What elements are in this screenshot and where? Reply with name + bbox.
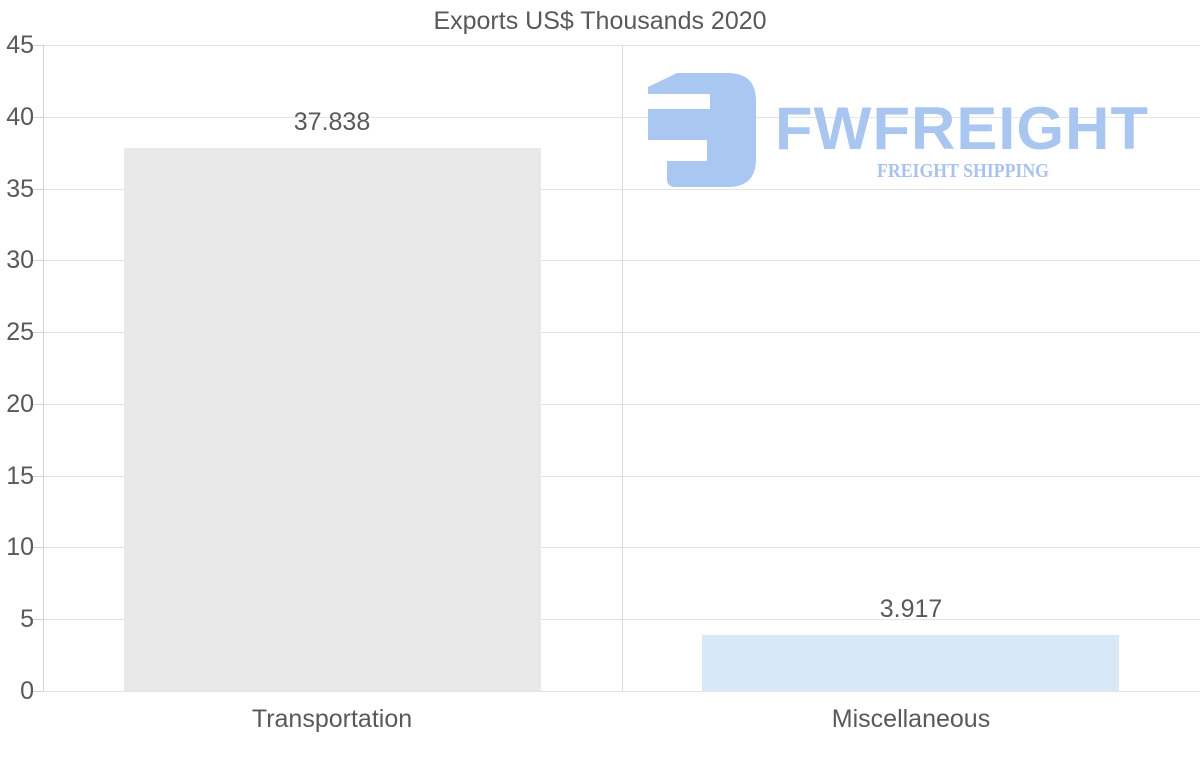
gridline bbox=[43, 189, 1200, 190]
y-tick-label: 25 bbox=[6, 318, 34, 346]
y-tick-label: 45 bbox=[6, 31, 34, 59]
brand-tagline: FREIGHT SHIPPING bbox=[877, 160, 1049, 182]
y-tick-label: 5 bbox=[20, 605, 34, 633]
gridline bbox=[43, 260, 1200, 261]
y-tick-label: 35 bbox=[6, 175, 34, 203]
y-tick-label: 15 bbox=[6, 462, 34, 490]
category-split-line bbox=[622, 45, 623, 691]
y-axis-tick bbox=[32, 117, 43, 118]
freight-box-logo-icon bbox=[648, 73, 756, 187]
x-category-label: Transportation bbox=[251, 705, 413, 733]
y-tick-label: 0 bbox=[20, 677, 34, 705]
y-axis-tick bbox=[32, 404, 43, 405]
y-tick-label: 20 bbox=[6, 390, 34, 418]
chart-title: Exports US$ Thousands 2020 bbox=[433, 7, 767, 35]
brand-wordmark: FWFREIGHT bbox=[775, 95, 1149, 162]
gridline bbox=[43, 45, 1200, 46]
y-axis-tick bbox=[32, 189, 43, 190]
brand-logo: FWFREIGHT FREIGHT SHIPPING bbox=[648, 73, 1149, 187]
y-axis-tick bbox=[32, 691, 43, 692]
bar bbox=[702, 635, 1119, 691]
bar-value-label: 37.838 bbox=[293, 108, 371, 136]
y-axis-tick bbox=[32, 476, 43, 477]
y-axis-line bbox=[43, 45, 44, 691]
y-tick-label: 40 bbox=[6, 103, 34, 131]
x-category-label: Miscellaneous bbox=[831, 705, 991, 733]
gridline bbox=[43, 476, 1200, 477]
gridline bbox=[43, 547, 1200, 548]
gridline bbox=[43, 404, 1200, 405]
y-axis-tick bbox=[32, 45, 43, 46]
gridline bbox=[43, 332, 1200, 333]
y-axis-tick bbox=[32, 547, 43, 548]
bar bbox=[124, 148, 541, 691]
gridline bbox=[43, 691, 1200, 692]
gridline bbox=[43, 619, 1200, 620]
bar-value-label: 3.917 bbox=[879, 595, 943, 623]
gridline bbox=[43, 117, 1200, 118]
y-axis-tick bbox=[32, 260, 43, 261]
y-tick-label: 10 bbox=[6, 533, 34, 561]
y-axis-tick bbox=[32, 332, 43, 333]
y-tick-label: 30 bbox=[6, 246, 34, 274]
y-axis-tick bbox=[32, 619, 43, 620]
